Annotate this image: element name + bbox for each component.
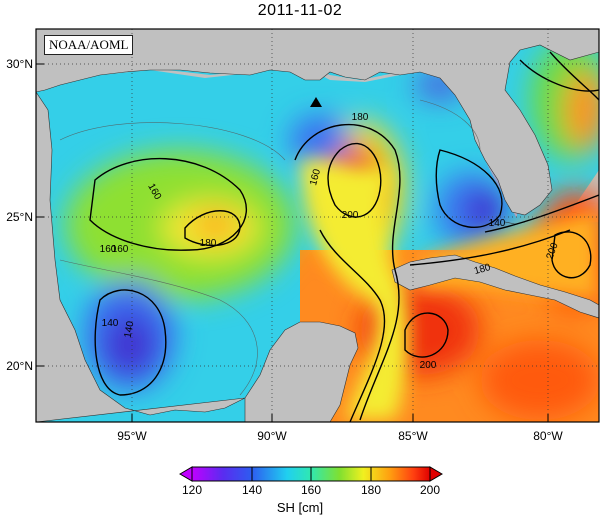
lon-tick-label: 90°W: [257, 429, 287, 443]
colorbar-low-arrow: [179, 466, 193, 482]
mexico-west: [36, 91, 246, 422]
triangle-icon: [310, 97, 322, 107]
colorbar-tick-label: 120: [181, 483, 203, 497]
contour-label: 140: [489, 218, 506, 229]
credit-label: NOAA/AOML: [44, 35, 134, 55]
contour-label: 180: [352, 112, 369, 123]
contour-label: 200: [342, 210, 359, 221]
lon-tick-label: 95°W: [117, 429, 147, 443]
contour-lines: [89, 51, 599, 422]
colorbar-tick-label: 180: [360, 483, 382, 497]
colorbar-tick-label: 160: [300, 483, 322, 497]
axis-ticks: [36, 63, 549, 422]
lon-tick-label: 80°W: [533, 429, 563, 443]
contour-label: 180: [200, 238, 217, 249]
contour-label: 200: [420, 360, 437, 371]
minor-contours: [59, 99, 481, 396]
map-title: 2011-11-02: [257, 2, 343, 19]
contour-label: 160: [112, 244, 129, 255]
contour-label: 140: [123, 320, 137, 339]
lon-tick-label: 85°W: [398, 429, 428, 443]
colorbar-tick-label: 200: [419, 483, 441, 497]
graticule: [36, 29, 599, 422]
colorbar-label: SH [cm]: [276, 500, 324, 515]
contour-label: 180: [473, 262, 492, 277]
height-field: [36, 29, 599, 422]
lat-tick-label: 20°N: [6, 359, 33, 373]
colorbar-high-arrow: [429, 466, 443, 482]
contour-label: 140: [102, 318, 119, 329]
map-frame: [35, 28, 600, 423]
colorbar: [179, 466, 443, 482]
lat-tick-label: 30°N: [6, 57, 33, 71]
contour-label: 160: [100, 244, 117, 255]
yucatan: [244, 321, 359, 422]
contour-label: 160: [308, 167, 323, 186]
us-gulf-coast: [36, 29, 599, 216]
lat-tick-label: 25°N: [6, 210, 33, 224]
colorbar-tick-label: 140: [241, 483, 263, 497]
